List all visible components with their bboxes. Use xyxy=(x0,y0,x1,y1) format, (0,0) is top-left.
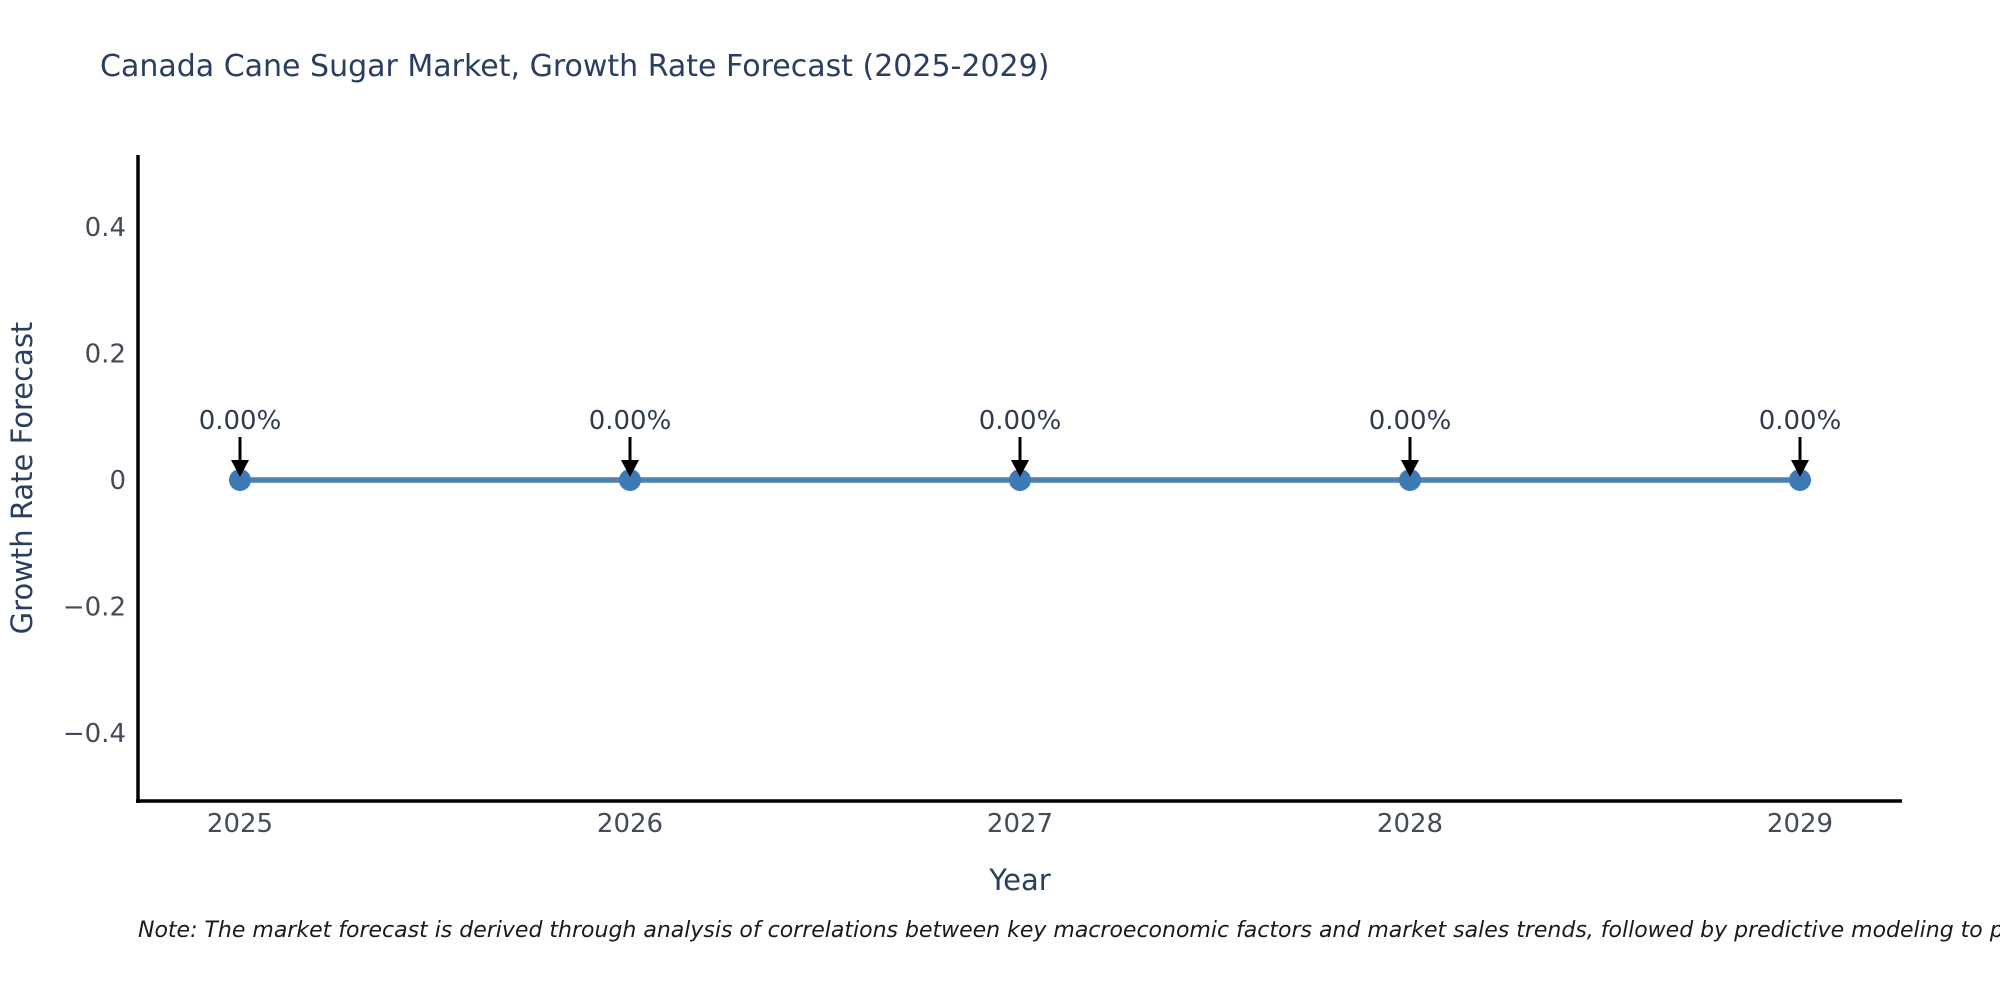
data-point-marker[interactable] xyxy=(1399,469,1421,491)
data-point-marker[interactable] xyxy=(229,469,251,491)
y-tick-label: −0.2 xyxy=(63,593,126,623)
x-tick-label: 2029 xyxy=(1767,809,1833,839)
x-tick-label: 2027 xyxy=(987,809,1053,839)
data-point-label: 0.00% xyxy=(589,406,672,436)
x-tick-label: 2026 xyxy=(597,809,663,839)
annotation-arrow-head xyxy=(231,460,249,477)
x-tick-label: 2025 xyxy=(207,809,273,839)
data-point-marker[interactable] xyxy=(619,469,641,491)
annotation-arrow-head xyxy=(1011,460,1029,477)
data-point-label: 0.00% xyxy=(1369,406,1452,436)
x-tick-label: 2028 xyxy=(1377,809,1443,839)
data-point-label: 0.00% xyxy=(979,406,1062,436)
data-point-label: 0.00% xyxy=(1759,406,1842,436)
y-tick-label: 0.2 xyxy=(85,340,126,370)
x-axis-title: Year xyxy=(988,863,1050,897)
chart-title: Canada Cane Sugar Market, Growth Rate Fo… xyxy=(100,49,1050,84)
data-point-marker[interactable] xyxy=(1789,469,1811,491)
data-point-label: 0.00% xyxy=(199,406,282,436)
data-point-marker[interactable] xyxy=(1009,469,1031,491)
annotation-arrow-head xyxy=(1791,460,1809,477)
y-tick-label: −0.4 xyxy=(63,719,126,749)
chart-footnote: Note: The market forecast is derived thr… xyxy=(138,918,2000,943)
annotation-arrow-head xyxy=(621,460,639,477)
y-tick-label: 0 xyxy=(109,466,126,496)
y-tick-label: 0.4 xyxy=(85,213,126,243)
annotation-arrow-head xyxy=(1401,460,1419,477)
y-axis-title: Growth Rate Forecast xyxy=(5,322,39,635)
